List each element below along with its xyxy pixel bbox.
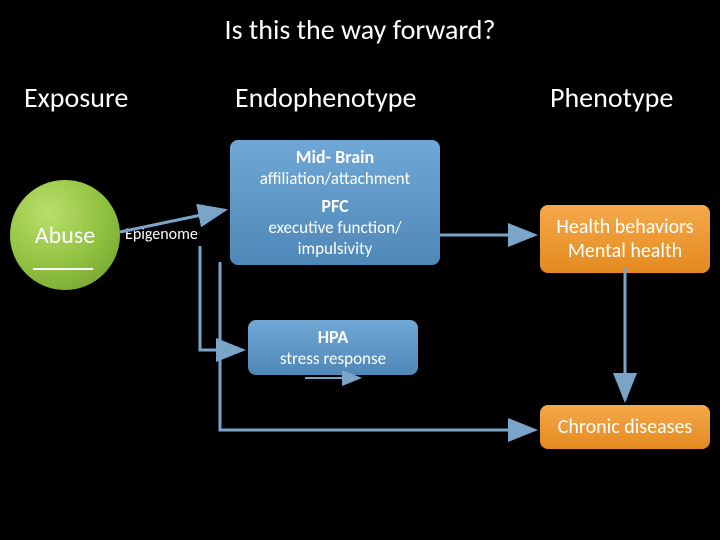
pheno-health-line2: Mental health <box>552 239 698 263</box>
endo-box-hpa: HPA stress response <box>248 320 418 375</box>
endo-box-main: Mid- Brain affiliation/attachment PFC ex… <box>230 140 440 265</box>
endo-midbrain-title: Mid- Brain <box>238 146 432 168</box>
abuse-underline <box>33 268 93 270</box>
pheno-health-line1: Health behaviors <box>552 215 698 239</box>
endo-pfc-title: PFC <box>238 195 432 217</box>
endo-hpa-title: HPA <box>256 326 410 348</box>
pheno-box-chronic: Chronic diseases <box>540 405 710 449</box>
page-title: Is this the way forward? <box>0 12 720 47</box>
header-exposure: Exposure <box>24 80 128 115</box>
endo-hpa-sub: stress response <box>256 348 410 369</box>
header-endophenotype: Endophenotype <box>235 80 416 115</box>
pheno-box-health: Health behaviors Mental health <box>540 205 710 273</box>
pheno-chronic-label: Chronic diseases <box>558 415 693 439</box>
epigenome-label: Epigenome <box>125 225 198 244</box>
header-phenotype: Phenotype <box>550 80 673 115</box>
endo-pfc-sub2: impulsivity <box>238 238 432 259</box>
exposure-abuse-label: Abuse <box>35 221 95 250</box>
endo-midbrain-sub: affiliation/attachment <box>238 168 432 189</box>
endo-pfc-sub1: executive function/ <box>238 217 432 238</box>
exposure-abuse-node: Abuse <box>10 180 120 290</box>
